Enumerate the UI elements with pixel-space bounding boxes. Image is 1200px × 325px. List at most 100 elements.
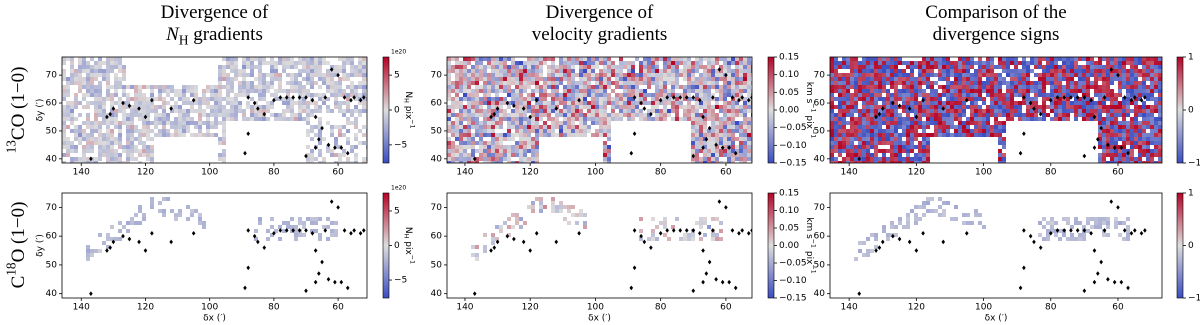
map-pixel <box>451 141 455 145</box>
map-pixel <box>599 57 603 61</box>
map-pixel <box>918 81 922 85</box>
map-pixel <box>1070 105 1074 109</box>
map-pixel <box>731 113 735 117</box>
map-pixel <box>619 101 623 105</box>
map-pixel <box>926 133 930 137</box>
x-tick-label: 100 <box>201 303 218 313</box>
map-pixel <box>830 153 834 157</box>
map-pixel <box>1042 101 1046 105</box>
map-pixel <box>890 133 894 137</box>
map-pixel <box>731 141 735 145</box>
map-pixel <box>1110 93 1114 97</box>
map-pixel <box>846 141 850 145</box>
map-pixel <box>739 81 743 85</box>
map-pixel <box>463 125 467 129</box>
map-pixel <box>918 93 922 97</box>
map-pixel <box>1106 89 1110 93</box>
map-pixel <box>902 157 906 161</box>
map-pixel <box>1134 69 1138 73</box>
map-pixel <box>1082 73 1086 77</box>
map-pixel <box>138 149 142 153</box>
map-pixel <box>1122 69 1126 73</box>
map-pixel <box>515 153 519 157</box>
map-pixel <box>74 133 78 137</box>
map-pixel <box>675 69 679 73</box>
map-pixel <box>270 81 274 85</box>
map-pixel <box>727 129 731 133</box>
map-pixel <box>623 89 627 93</box>
x-tick-label: 120 <box>522 168 539 178</box>
map-pixel <box>1006 89 1010 93</box>
map-pixel <box>874 61 878 65</box>
map-pixel <box>551 121 555 125</box>
map-pixel <box>978 73 982 77</box>
map-pixel <box>966 65 970 69</box>
map-pixel <box>1146 97 1150 101</box>
map-pixel <box>1106 97 1110 101</box>
map-pixel <box>1154 97 1158 101</box>
map-pixel <box>1018 69 1022 73</box>
map-pixel <box>258 97 262 101</box>
map-pixel <box>98 109 102 113</box>
map-pixel <box>62 77 66 81</box>
map-pixel <box>886 65 890 69</box>
map-pixel <box>150 201 154 205</box>
map-pixel <box>495 133 499 137</box>
map-pixel <box>250 105 254 109</box>
map-pixel <box>1026 117 1030 121</box>
map-pixel <box>222 65 226 69</box>
map-pixel <box>886 97 890 101</box>
map-pixel <box>982 125 986 129</box>
map-pixel <box>914 153 918 157</box>
map-pixel <box>1146 145 1150 149</box>
map-pixel <box>218 121 222 125</box>
map-pixel <box>998 153 1002 157</box>
map-pixel <box>934 81 938 85</box>
map-pixel <box>138 221 142 225</box>
map-pixel <box>910 81 914 85</box>
map-pixel <box>866 121 870 125</box>
map-pixel <box>1110 117 1114 121</box>
map-pixel <box>230 85 234 89</box>
map-pixel <box>1002 157 1006 161</box>
map-pixel <box>1134 57 1138 61</box>
map-pixel <box>603 57 607 61</box>
map-pixel <box>1074 89 1078 93</box>
map-pixel <box>455 85 459 89</box>
map-pixel <box>874 141 878 145</box>
map-pixel <box>974 61 978 65</box>
map-pixel <box>483 121 487 125</box>
map-pixel <box>258 69 262 73</box>
map-pixel <box>731 69 735 73</box>
map-pixel <box>990 89 994 93</box>
map-pixel <box>731 61 735 65</box>
map-pixel <box>1078 105 1082 109</box>
map-pixel <box>266 89 270 93</box>
map-pixel <box>70 65 74 69</box>
map-pixel <box>491 129 495 133</box>
map-pixel <box>567 105 571 109</box>
map-pixel <box>447 117 451 121</box>
map-pixel <box>110 61 114 65</box>
map-pixel <box>747 125 751 129</box>
map-pixel <box>894 113 898 117</box>
map-pixel <box>966 61 970 65</box>
map-pixel <box>842 125 846 129</box>
map-pixel <box>362 101 366 105</box>
map-pixel <box>1102 141 1106 145</box>
map-pixel <box>74 157 78 161</box>
map-pixel <box>194 109 198 113</box>
map-pixel <box>483 65 487 69</box>
source-marker <box>359 231 363 236</box>
map-pixel <box>547 113 551 117</box>
map-pixel <box>551 57 555 61</box>
map-pixel <box>743 149 747 153</box>
map-pixel <box>1026 65 1030 69</box>
colorbar-tick-label: −5 <box>394 140 407 150</box>
map-pixel <box>870 137 874 141</box>
map-pixel <box>1078 113 1082 117</box>
map-pixel <box>503 61 507 65</box>
map-pixel <box>938 125 942 129</box>
map-pixel <box>519 145 523 149</box>
map-pixel <box>150 85 154 89</box>
